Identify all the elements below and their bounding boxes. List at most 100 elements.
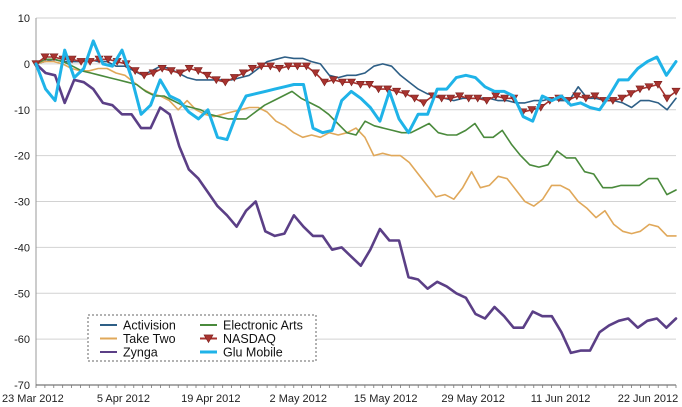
data-point-marker bbox=[410, 94, 420, 103]
data-point-marker bbox=[40, 53, 50, 62]
x-tick-label: 29 May 2012 bbox=[441, 393, 505, 405]
x-tick-label: 19 Apr 2012 bbox=[181, 393, 240, 405]
data-point-marker bbox=[401, 90, 411, 98]
data-point-marker bbox=[374, 85, 384, 94]
x-tick-label: 2 May 2012 bbox=[270, 393, 327, 405]
x-tick-label: 23 Mar 2012 bbox=[2, 393, 64, 405]
data-point-marker bbox=[274, 64, 284, 73]
y-tick-label: -60 bbox=[14, 334, 30, 346]
data-point-marker bbox=[157, 64, 167, 73]
x-tick-label: 5 Apr 2012 bbox=[97, 393, 150, 405]
data-point-marker bbox=[328, 76, 338, 85]
x-tick-label: 11 Jun 2012 bbox=[531, 393, 591, 405]
data-point-marker bbox=[292, 62, 302, 71]
data-point-marker bbox=[473, 94, 483, 103]
data-point-marker bbox=[103, 55, 113, 64]
data-point-marker bbox=[590, 92, 600, 101]
data-point-marker bbox=[319, 78, 329, 87]
data-point-marker bbox=[337, 78, 348, 87]
gridlines bbox=[36, 17, 676, 340]
data-point-marker bbox=[184, 64, 194, 73]
series-line bbox=[34, 62, 678, 355]
legend-label: Take Two bbox=[123, 332, 176, 346]
data-point-marker bbox=[238, 69, 248, 78]
data-point-marker bbox=[175, 69, 185, 78]
data-point-marker bbox=[527, 106, 537, 114]
data-point-marker bbox=[653, 81, 663, 89]
data-point-marker bbox=[148, 69, 158, 78]
series-line bbox=[35, 60, 677, 237]
data-point-marker bbox=[662, 94, 672, 103]
legend-marker bbox=[203, 334, 214, 344]
y-tick-label: -40 bbox=[14, 242, 30, 254]
data-point-marker bbox=[608, 97, 618, 105]
y-tick-label: -10 bbox=[14, 105, 30, 117]
data-point-marker bbox=[166, 67, 176, 75]
legend-item: NASDAQ bbox=[200, 332, 276, 346]
data-point-marker bbox=[220, 78, 230, 87]
data-point-marker bbox=[626, 90, 636, 98]
legend-label: NASDAQ bbox=[223, 332, 276, 346]
legend-item: Activision bbox=[100, 319, 176, 333]
data-point-marker bbox=[419, 99, 429, 108]
data-point-marker bbox=[635, 85, 645, 94]
data-point-marker bbox=[482, 97, 492, 105]
legend-label: Glu Mobile bbox=[223, 346, 283, 360]
series-take-two bbox=[35, 60, 677, 237]
data-point-marker bbox=[310, 69, 320, 78]
legend-label: Activision bbox=[123, 319, 176, 333]
data-point-marker bbox=[130, 67, 140, 75]
series-nasdaq bbox=[31, 53, 681, 117]
y-tick-label: -20 bbox=[14, 151, 30, 163]
data-point-marker bbox=[437, 94, 447, 103]
y-tick-label: -70 bbox=[14, 380, 30, 392]
data-point-marker bbox=[247, 64, 257, 73]
legend-item: Electronic Arts bbox=[200, 319, 303, 333]
data-point-marker bbox=[67, 55, 77, 64]
legend-item: Take Two bbox=[100, 332, 176, 346]
series-line bbox=[34, 39, 678, 142]
y-tick-label: -50 bbox=[14, 288, 30, 300]
data-point-marker bbox=[364, 81, 375, 89]
x-tick-label: 22 Jun 2012 bbox=[618, 393, 679, 405]
data-point-marker bbox=[581, 94, 591, 103]
y-tick-label: -30 bbox=[14, 197, 30, 209]
series-glu-mobile bbox=[34, 39, 678, 142]
legend-item: Glu Mobile bbox=[200, 346, 283, 360]
series-lines bbox=[31, 39, 681, 355]
data-point-marker bbox=[671, 87, 681, 96]
data-point-marker bbox=[572, 92, 582, 101]
data-point-marker bbox=[202, 71, 212, 80]
data-point-marker bbox=[265, 62, 275, 71]
data-point-marker bbox=[355, 81, 366, 89]
data-point-marker bbox=[76, 58, 86, 66]
data-point-marker bbox=[500, 94, 510, 103]
data-point-marker bbox=[383, 85, 393, 94]
data-point-marker bbox=[211, 76, 221, 85]
legend: Activision Electronic Arts Take Two NASDAQ Z… bbox=[87, 314, 317, 362]
data-point-marker bbox=[256, 62, 266, 71]
data-point-marker bbox=[464, 94, 474, 103]
data-point-marker bbox=[346, 78, 357, 87]
x-tick-label: 15 May 2012 bbox=[354, 393, 418, 405]
data-point-marker bbox=[455, 92, 465, 101]
legend-item: Zynga bbox=[100, 346, 158, 360]
data-point-marker bbox=[49, 53, 59, 62]
y-tick-label: 0 bbox=[24, 59, 30, 71]
data-point-marker bbox=[301, 62, 311, 71]
data-point-marker bbox=[446, 94, 456, 103]
data-point-marker bbox=[193, 67, 203, 75]
data-point-marker bbox=[229, 74, 239, 82]
legend-label: Electronic Arts bbox=[223, 319, 303, 333]
data-point-marker bbox=[283, 62, 293, 71]
data-point-marker bbox=[644, 83, 654, 92]
series-electronic-arts bbox=[35, 58, 677, 196]
data-point-marker bbox=[139, 71, 149, 80]
series-line bbox=[35, 58, 677, 196]
series-zynga bbox=[34, 62, 678, 355]
data-point-marker bbox=[392, 87, 402, 96]
y-tick-label: 10 bbox=[18, 13, 30, 25]
data-point-marker bbox=[617, 94, 627, 103]
